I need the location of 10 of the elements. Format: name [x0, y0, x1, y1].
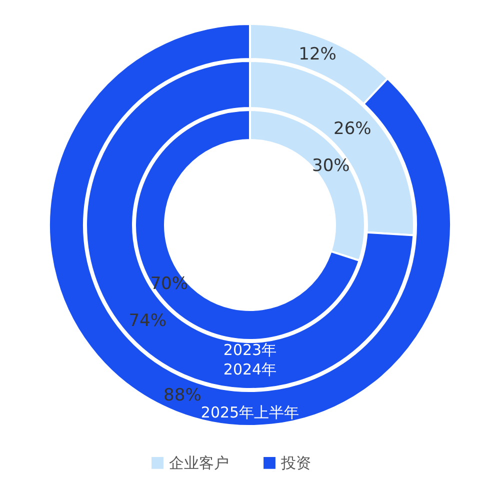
data-label: 30% — [312, 156, 350, 176]
legend-label: 企业客户 — [169, 454, 229, 472]
data-label: 12% — [298, 44, 336, 64]
legend-label: 投资 — [280, 454, 311, 472]
slice-label: 2025年上半年 — [200, 404, 300, 422]
data-label: 74% — [128, 311, 166, 332]
slice-label: 2024年 — [223, 360, 277, 378]
slice-label: 2023年 — [223, 341, 277, 359]
data-label: 26% — [334, 118, 372, 139]
data-label: 88% — [164, 386, 202, 406]
